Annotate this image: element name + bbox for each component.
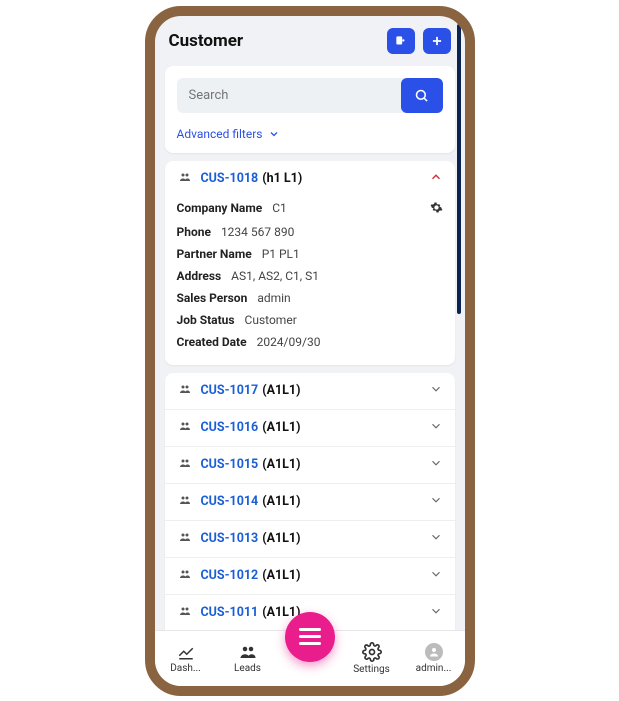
- export-button[interactable]: [387, 28, 415, 54]
- customer-id: CUS-1018: [201, 171, 259, 186]
- chevron-down-icon: [429, 530, 443, 548]
- nav-label: admin...: [416, 663, 452, 674]
- chevron-up-icon: [429, 170, 443, 188]
- people-icon: [177, 171, 193, 187]
- customer-expanded-card: CUS-1018 (h1 L1) Company NameC1 Phone123…: [165, 161, 455, 365]
- gear-icon: [362, 642, 382, 662]
- settings-icon[interactable]: [430, 201, 443, 217]
- customer-row[interactable]: CUS-1014(A1L1): [165, 484, 455, 521]
- people-icon: [177, 383, 193, 399]
- people-icon: [177, 494, 193, 510]
- customer-row[interactable]: CUS-1016(A1L1): [165, 410, 455, 447]
- customer-list: CUS-1017(A1L1) CUS-1016(A1L1) CUS-1015(A…: [165, 373, 455, 630]
- detail-line: Job StatusCustomer: [177, 309, 443, 331]
- scrollbar-thumb[interactable]: [457, 24, 461, 314]
- customer-suffix: (h1 L1): [262, 171, 302, 186]
- detail-line: Company NameC1: [177, 197, 443, 221]
- detail-line: Sales Personadmin: [177, 287, 443, 309]
- customer-row-header[interactable]: CUS-1018 (h1 L1): [165, 161, 455, 197]
- menu-fab[interactable]: [285, 612, 335, 662]
- people-icon: [177, 531, 193, 547]
- detail-line: Partner NameP1 PL1: [177, 243, 443, 265]
- nav-admin[interactable]: admin...: [403, 631, 465, 686]
- avatar-icon: [425, 643, 443, 661]
- search-row: [177, 78, 443, 113]
- search-button[interactable]: [401, 78, 443, 113]
- people-icon: [177, 420, 193, 436]
- add-button[interactable]: [423, 28, 451, 54]
- header-actions: [387, 28, 451, 54]
- chevron-down-icon: [429, 604, 443, 622]
- customer-row[interactable]: CUS-1017(A1L1): [165, 373, 455, 410]
- nav-label: Dash...: [170, 663, 201, 674]
- people-icon: [177, 568, 193, 584]
- export-icon: [394, 34, 408, 48]
- content-area: Customer Advanced filters: [155, 16, 465, 630]
- customer-details: Company NameC1 Phone1234 567 890 Partner…: [165, 197, 455, 365]
- hamburger-icon: [299, 626, 321, 647]
- chart-icon: [176, 643, 196, 661]
- chevron-down-icon: [429, 382, 443, 400]
- search-card: Advanced filters: [165, 66, 455, 153]
- page-header: Customer: [155, 16, 465, 62]
- people-icon: [237, 643, 259, 661]
- phone-frame: Customer Advanced filters: [145, 6, 475, 696]
- customer-row[interactable]: CUS-1013(A1L1): [165, 521, 455, 558]
- page-title: Customer: [169, 31, 244, 51]
- nav-settings[interactable]: Settings: [341, 631, 403, 686]
- search-input[interactable]: [177, 78, 405, 113]
- chevron-down-icon: [429, 493, 443, 511]
- detail-line: AddressAS1, AS2, C1, S1: [177, 265, 443, 287]
- advanced-filters-label: Advanced filters: [177, 127, 263, 141]
- people-icon: [177, 605, 193, 621]
- detail-line: Phone1234 567 890: [177, 221, 443, 243]
- nav-label: Leads: [234, 663, 261, 674]
- chevron-down-icon: [429, 567, 443, 585]
- customer-row[interactable]: CUS-1015(A1L1): [165, 447, 455, 484]
- detail-line: Created Date2024/09/30: [177, 331, 443, 353]
- search-icon: [414, 88, 429, 103]
- chevron-down-icon: [429, 456, 443, 474]
- customer-row[interactable]: CUS-1012(A1L1): [165, 558, 455, 595]
- advanced-filters-link[interactable]: Advanced filters: [177, 127, 443, 141]
- plus-icon: [430, 34, 444, 48]
- nav-dashboard[interactable]: Dash...: [155, 631, 217, 686]
- chevron-down-icon: [429, 419, 443, 437]
- chevron-down-icon: [268, 128, 280, 140]
- people-icon: [177, 457, 193, 473]
- nav-leads[interactable]: Leads: [217, 631, 279, 686]
- nav-label: Settings: [353, 664, 390, 675]
